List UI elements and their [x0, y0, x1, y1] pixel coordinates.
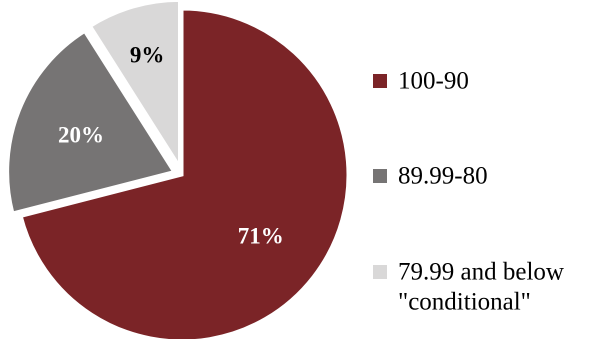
legend-label: 100-90 — [398, 68, 469, 95]
legend-label: 79.99 and below — [398, 259, 564, 286]
pie-slices — [6, 0, 350, 339]
pie-slice-79-99-and-below-conditional — [88, 0, 181, 172]
legend-swatch — [373, 169, 387, 183]
slice-value-label: 20% — [58, 123, 104, 148]
slice-value-label: 9% — [130, 42, 165, 67]
legend-label: 89.99-80 — [398, 163, 488, 190]
legend-swatch — [373, 265, 387, 279]
pie-slice-labels: 71% 20% 9% — [58, 42, 284, 248]
pie-slice-100-90 — [19, 7, 350, 339]
pie-slice-89-99-80 — [6, 29, 177, 215]
legend-label: "conditional" — [398, 289, 531, 316]
slice-value-label: 71% — [238, 224, 284, 249]
legend-item: 79.99 and below "conditional" — [373, 259, 564, 316]
legend-swatch — [373, 74, 387, 88]
legend-item: 89.99-80 — [373, 163, 488, 190]
legend: 100-90 89.99-80 79.99 and below "conditiona… — [373, 68, 564, 316]
legend-item: 100-90 — [373, 68, 469, 95]
